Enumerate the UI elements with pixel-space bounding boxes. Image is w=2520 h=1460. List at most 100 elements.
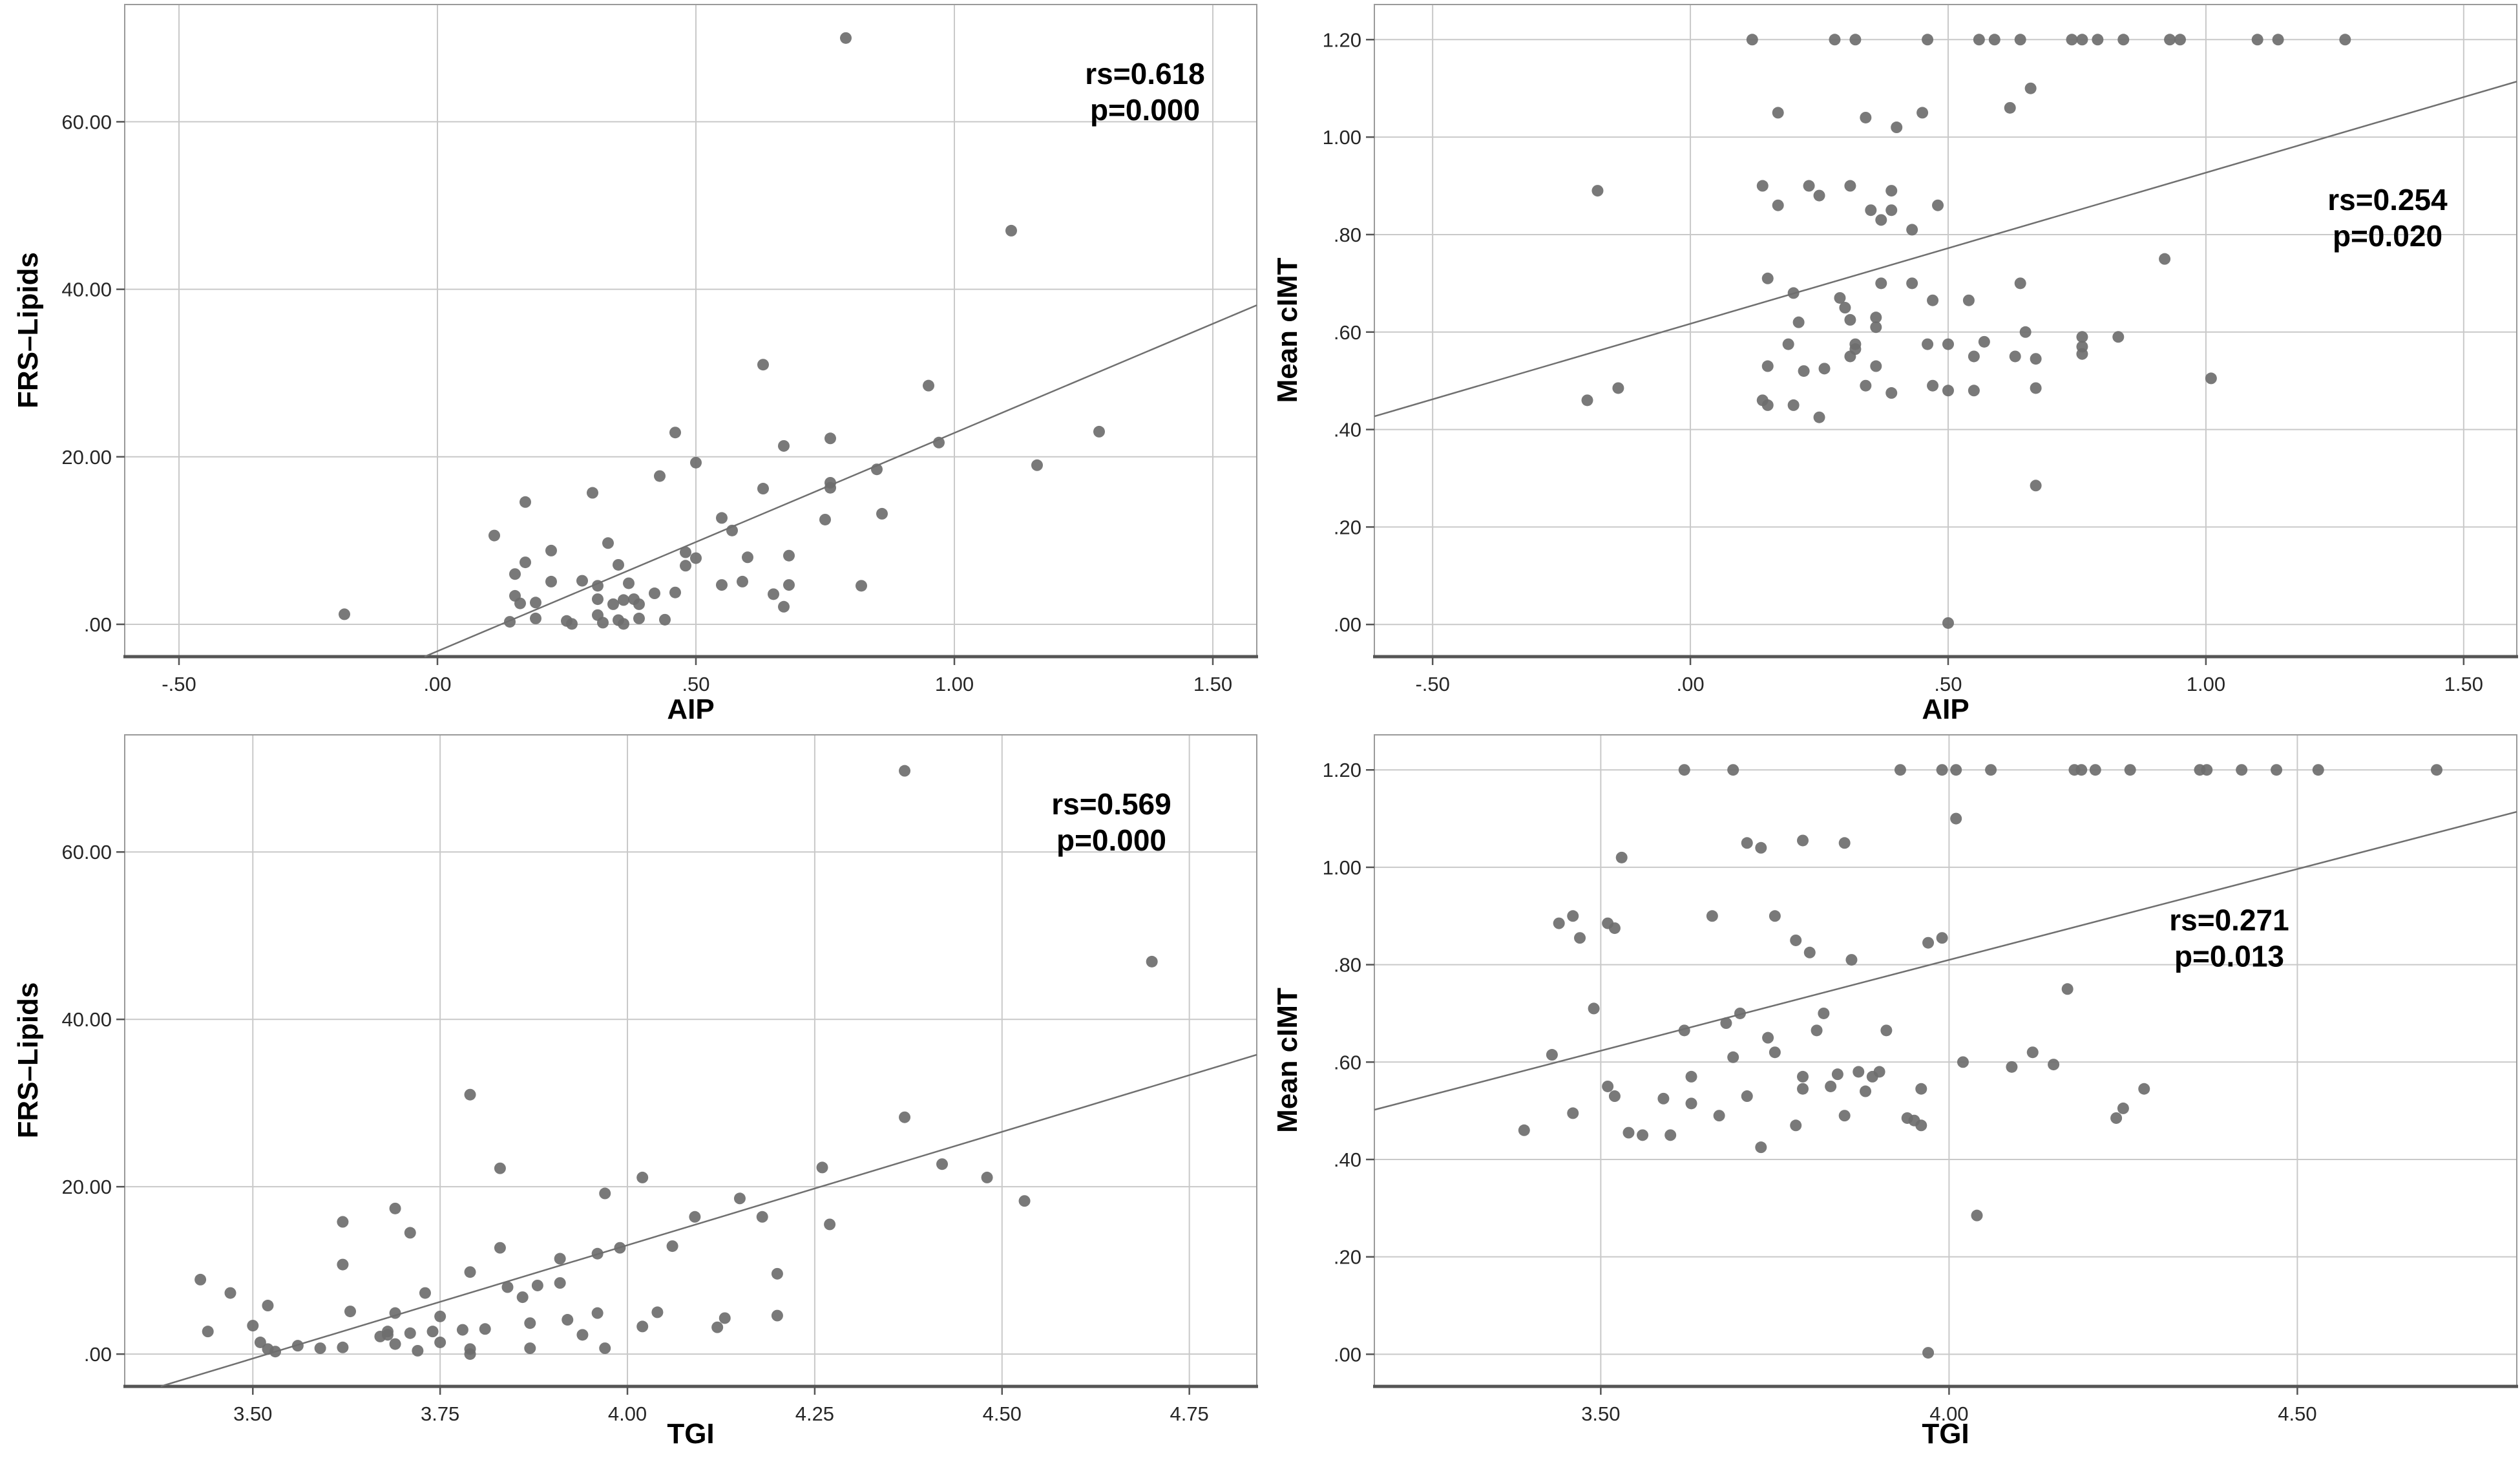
data-point	[680, 560, 691, 572]
plot-area-frs-vs-aip: -.50 .00 .50 1.00 1.50 .00 20.00 40.00 60.00	[61, 4, 1258, 695]
data-point	[899, 1111, 911, 1123]
y-tick-label: 60.00	[61, 111, 112, 133]
data-point	[1553, 917, 1565, 929]
data-point	[530, 597, 541, 609]
data-point	[1146, 955, 1158, 968]
data-point	[899, 765, 911, 777]
data-point	[224, 1287, 236, 1299]
data-point	[1942, 617, 1954, 629]
panel-frs-vs-aip: -.50 .00 .50 1.00 1.50 .00 20.00 40.00 60.00 rs=…	[0, 0, 1260, 730]
data-point	[633, 598, 645, 610]
data-point	[494, 1162, 506, 1174]
data-point	[545, 575, 557, 587]
data-point	[669, 427, 681, 439]
data-point	[456, 1324, 468, 1336]
annotation-rs-value: rs=0.618	[1085, 57, 1204, 90]
data-point	[504, 616, 516, 628]
data-point	[530, 612, 541, 624]
data-point	[381, 1329, 394, 1341]
data-point	[1818, 363, 1831, 375]
data-point	[516, 1291, 529, 1304]
data-point	[1811, 1024, 1823, 1037]
data-point	[2272, 34, 2284, 46]
data-point	[771, 1309, 783, 1322]
y-tick-label: 1.20	[1323, 28, 1361, 51]
y-tick-label: .60	[1334, 321, 1361, 344]
data-point	[1885, 204, 1898, 217]
data-point	[1936, 932, 1948, 944]
data-point	[1797, 1083, 1809, 1095]
data-point	[2174, 34, 2187, 46]
data-point	[1727, 764, 1739, 776]
data-point	[1860, 1085, 1872, 1097]
regression-line	[160, 1053, 1257, 1388]
data-point	[1870, 312, 1882, 324]
data-point	[651, 1306, 664, 1318]
data-point	[2138, 1083, 2150, 1095]
data-point	[1685, 1097, 1697, 1110]
data-point	[757, 483, 769, 495]
axis-ticks: -.50 .00 .50 1.00 1.50 .00 20.00 40.00 60.00	[61, 111, 1232, 695]
data-point	[509, 568, 521, 580]
data-point	[269, 1346, 282, 1358]
data-point	[389, 1307, 401, 1319]
data-point	[733, 1192, 746, 1205]
x-axis-title: TGI	[1922, 1418, 1969, 1450]
data-point	[1968, 350, 1980, 363]
data-point	[2026, 1046, 2039, 1059]
regression-line	[1374, 80, 2517, 418]
data-point	[2271, 764, 2283, 776]
data-point	[1922, 936, 1935, 949]
y-tick-label: .20	[1334, 1246, 1361, 1269]
data-point	[2030, 382, 2042, 394]
scatter-plot-cimt-vs-aip: -.50 .00 .50 1.00 1.50 .00 .20 .40 .60 .80 1.00 1.2…	[1272, 4, 2518, 725]
data-point	[876, 507, 888, 520]
data-point	[1792, 316, 1805, 328]
data-point	[1608, 1090, 1621, 1103]
data-point	[1875, 277, 1887, 290]
data-point	[194, 1273, 207, 1285]
data-point	[778, 600, 790, 613]
annotation-p-value: p=0.020	[2333, 219, 2442, 253]
data-point	[524, 1317, 536, 1329]
data-point	[389, 1202, 401, 1214]
data-point	[602, 537, 614, 549]
data-point	[2006, 1061, 2018, 1073]
plot-frame	[1374, 734, 2517, 1388]
data-point	[1031, 459, 1043, 471]
data-point	[816, 1161, 828, 1174]
data-point	[1962, 294, 1975, 306]
data-point	[464, 1266, 476, 1278]
data-point	[1782, 338, 1794, 350]
y-tick-label: 1.00	[1323, 856, 1361, 879]
data-point	[576, 575, 588, 587]
data-point	[756, 1211, 768, 1223]
data-point	[1875, 214, 1887, 226]
data-point	[1741, 837, 1753, 849]
data-point	[2004, 101, 2016, 114]
x-tick-label: 4.25	[795, 1402, 834, 1425]
data-point	[783, 579, 795, 591]
data-point	[933, 436, 945, 449]
axis-ticks: 3.50 3.75 4.00 4.25 4.50 4.75 .00 20.00 40.00 60.…	[61, 841, 1208, 1425]
axis-ticks: -.50 .00 .50 1.00 1.50 .00 .20 .40 .60 .80 1.00 1.2…	[1323, 28, 2483, 695]
data-point	[649, 587, 660, 600]
data-point	[1803, 180, 1815, 192]
data-point	[1906, 224, 1918, 236]
data-point	[768, 588, 779, 600]
data-point	[1706, 910, 1718, 922]
x-tick-label: -.50	[162, 673, 196, 695]
x-axis-title: AIP	[1922, 693, 1969, 725]
data-point	[1957, 1056, 1969, 1068]
data-point	[636, 1320, 649, 1333]
data-point	[591, 1247, 604, 1260]
data-point	[840, 32, 852, 44]
data-point	[824, 481, 836, 494]
data-point	[1772, 107, 1784, 119]
data-point	[1678, 1024, 1690, 1037]
data-point	[2112, 331, 2125, 343]
annotation-rs-value: rs=0.569	[1051, 787, 1171, 821]
y-tick-label: 1.20	[1323, 759, 1361, 781]
y-tick-label: .20	[1334, 516, 1361, 538]
